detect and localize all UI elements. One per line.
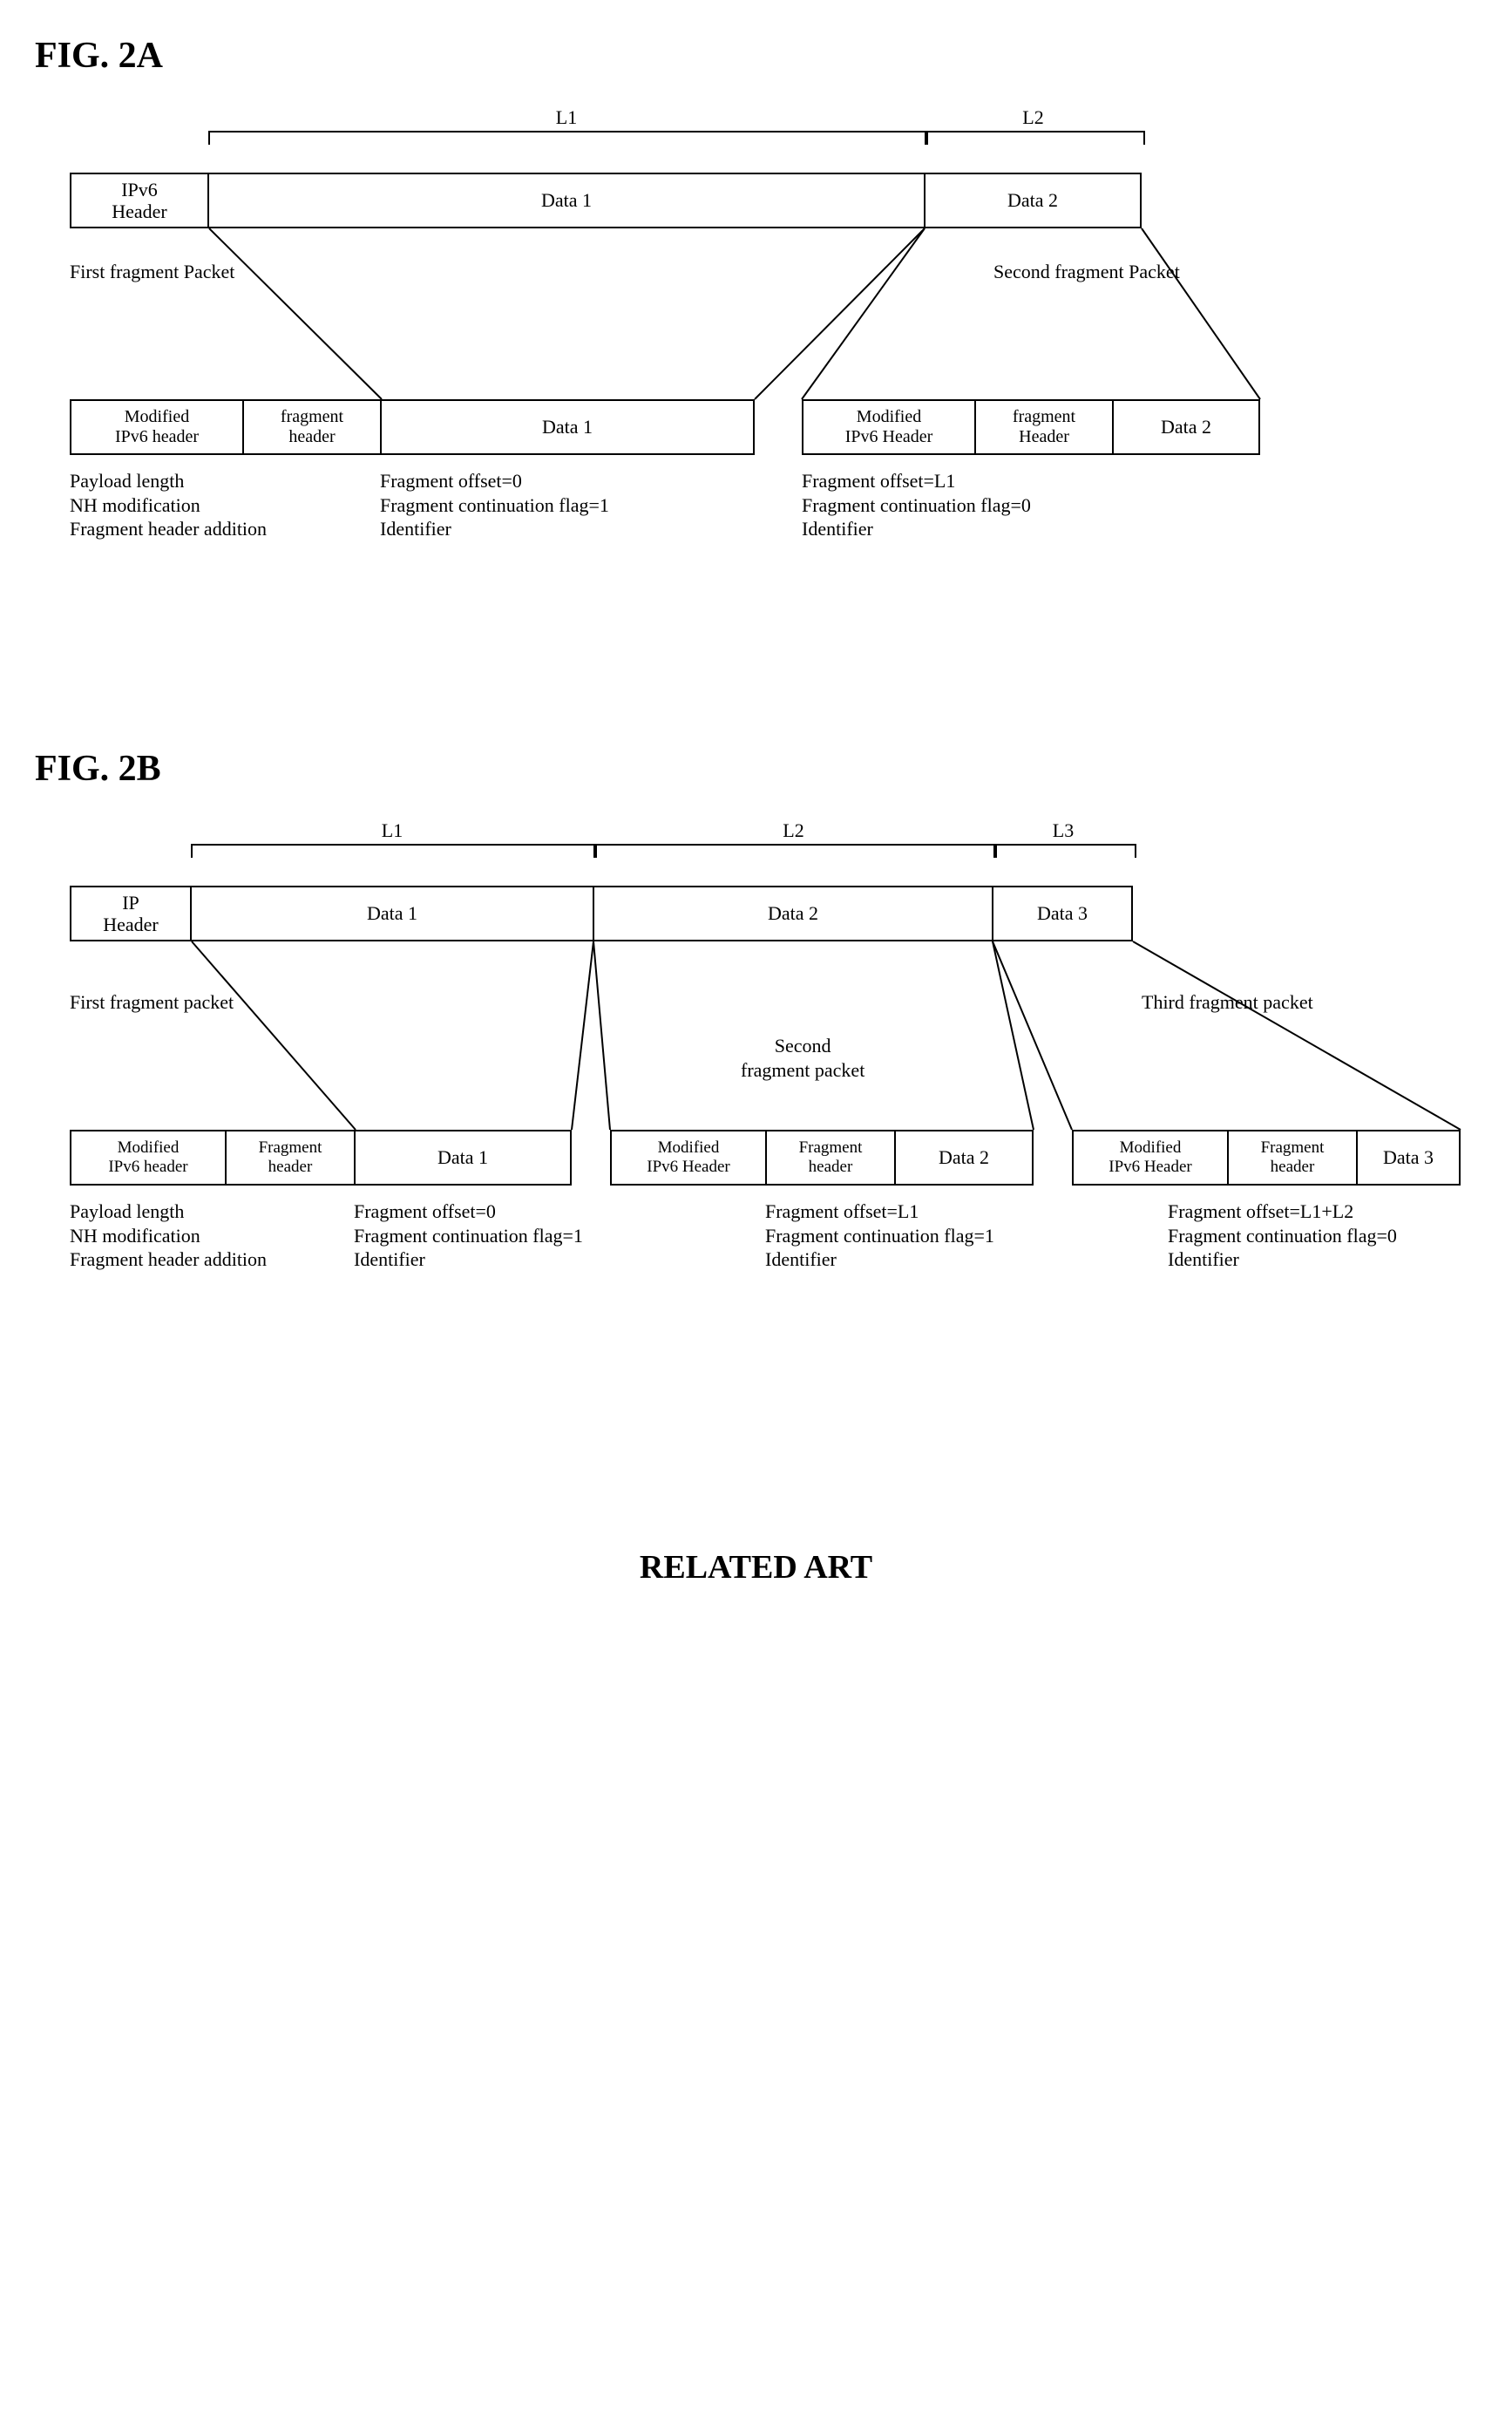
figure-2a: FIG. 2A L1 L2 IPv6Header Data 1 Data 2 F… <box>35 35 1477 643</box>
notes-left-b: Payload lengthNH modificationFragment he… <box>70 1199 267 1272</box>
top-ip-header: IPHeader <box>70 886 192 941</box>
bracket-L2b-label: L2 <box>593 819 993 842</box>
frag1b-hdr: ModifiedIPv6 header <box>70 1130 227 1186</box>
second-packet-label: Second fragment Packet <box>993 260 1180 284</box>
bracket-L1 <box>208 131 928 145</box>
figure-2b-diagram: L1 L2 L3 IPHeader Data 1 Data 2 Data 3 F… <box>35 816 1477 1444</box>
bracket-L3b <box>993 844 1136 858</box>
first-packet-label: First fragment Packet <box>70 260 234 284</box>
frag1-hdr: ModifiedIPv6 header <box>70 399 244 455</box>
bracket-L2-label: L2 <box>925 106 1142 129</box>
bracket-L1-label: L1 <box>208 106 925 129</box>
frag3b-hdr: ModifiedIPv6 Header <box>1072 1130 1229 1186</box>
top-ipv6-header: IPv6Header <box>70 173 209 228</box>
top-data1b: Data 1 <box>190 886 594 941</box>
frag3b-fh: Fragmentheader <box>1227 1130 1358 1186</box>
bracket-L1b <box>191 844 597 858</box>
frag2b-fh: Fragmentheader <box>765 1130 896 1186</box>
figure-2a-title: FIG. 2A <box>35 35 1477 77</box>
notes-frag3b: Fragment offset=L1+L2Fragment continuati… <box>1168 1199 1397 1272</box>
figure-2b: FIG. 2B L1 L2 L3 IPHeader Data 1 Data 2 … <box>35 748 1477 1444</box>
top-data1: Data 1 <box>207 173 926 228</box>
top-data2b: Data 2 <box>593 886 993 941</box>
notes-frag1: Fragment offset=0Fragment continuation f… <box>380 469 609 541</box>
third-packet-label-b: Third fragment packet <box>1142 990 1313 1015</box>
frag3b-data: Data 3 <box>1356 1130 1461 1186</box>
frag1b-fh: Fragmentheader <box>225 1130 356 1186</box>
related-art-label: RELATED ART <box>35 1548 1477 1587</box>
frag1b-data: Data 1 <box>354 1130 572 1186</box>
top-data3b: Data 3 <box>992 886 1133 941</box>
frag2b-hdr: ModifiedIPv6 Header <box>610 1130 767 1186</box>
frag2-fh: fragmentHeader <box>974 399 1114 455</box>
frag2b-data: Data 2 <box>894 1130 1034 1186</box>
bracket-L2b <box>593 844 997 858</box>
frag1-data: Data 1 <box>380 399 755 455</box>
notes-frag2: Fragment offset=L1Fragment continuation … <box>802 469 1031 541</box>
notes-frag2b: Fragment offset=L1Fragment continuation … <box>765 1199 994 1272</box>
frag2-data: Data 2 <box>1112 399 1260 455</box>
top-data2: Data 2 <box>924 173 1142 228</box>
first-packet-label-b: First fragment packet <box>70 990 234 1015</box>
figure-2a-diagram: L1 L2 IPv6Header Data 1 Data 2 First fra… <box>35 103 1477 643</box>
bracket-L3b-label: L3 <box>993 819 1133 842</box>
notes-frag1b: Fragment offset=0Fragment continuation f… <box>354 1199 583 1272</box>
notes-left: Payload lengthNH modificationFragment he… <box>70 469 267 541</box>
frag1-fh: fragmentheader <box>242 399 382 455</box>
frag2-hdr: ModifiedIPv6 Header <box>802 399 976 455</box>
second-packet-label-b: Secondfragment packet <box>741 1034 864 1082</box>
bracket-L2 <box>925 131 1145 145</box>
figure-2b-title: FIG. 2B <box>35 748 1477 790</box>
bracket-L1b-label: L1 <box>191 819 593 842</box>
